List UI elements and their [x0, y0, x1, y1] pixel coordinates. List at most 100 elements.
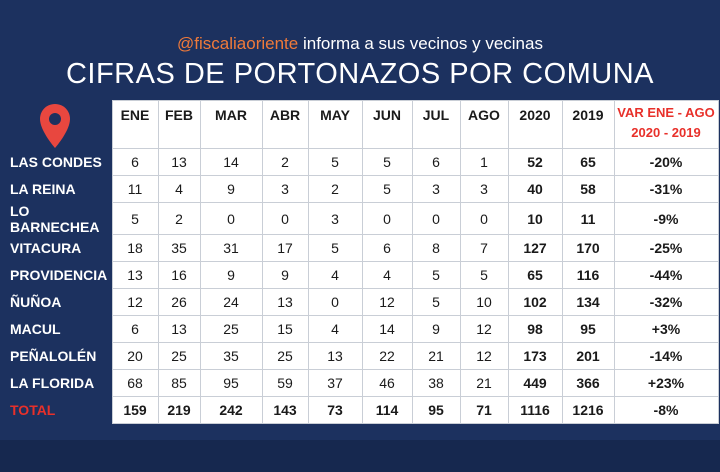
cell: 2	[261, 148, 309, 176]
row: LA FLORIDA 68 85 95 59 37 46 38 21 449 366 +23%	[6, 369, 719, 397]
cell: 95	[411, 396, 461, 424]
row-label: LO BARNECHEA	[10, 202, 100, 235]
row-label: ÑUÑOA	[10, 294, 62, 310]
cell: 3	[459, 175, 509, 203]
cell: 25	[157, 342, 201, 370]
cell: 7	[459, 234, 509, 262]
row: ÑUÑOA 12 26 24 13 0 12 5 10 102 134 -32%	[6, 288, 719, 316]
handle-line: @fiscaliaoriente informa a sus vecinos y…	[0, 34, 720, 54]
cell: +3%	[613, 315, 719, 343]
cell: 26	[157, 288, 201, 316]
cell: 10	[459, 288, 509, 316]
column-header: 2020	[507, 100, 563, 149]
cell: -8%	[613, 396, 719, 424]
cell: 114	[361, 396, 413, 424]
cell: 5	[411, 261, 461, 289]
row-label: VITACURA	[10, 240, 82, 256]
cell: 58	[561, 175, 615, 203]
cell: 14	[361, 315, 413, 343]
cell: 46	[361, 369, 413, 397]
cell: 12	[459, 315, 509, 343]
cell: 13	[157, 148, 201, 176]
cell: 2	[307, 175, 363, 203]
cell: 95	[199, 369, 263, 397]
column-header: ENE	[111, 100, 159, 149]
cell: 143	[261, 396, 309, 424]
cell: 21	[411, 342, 461, 370]
cell: -14%	[613, 342, 719, 370]
cell: 0	[261, 202, 309, 235]
cell: 98	[507, 315, 563, 343]
cell: 102	[507, 288, 563, 316]
row: LAS CONDES 6 13 14 2 5 5 6 1 52 65 -20%	[6, 148, 719, 176]
cell: 13	[307, 342, 363, 370]
subtitle: informa a sus vecinos y vecinas	[302, 34, 543, 53]
cell: 201	[561, 342, 615, 370]
column-header: ABR	[261, 100, 309, 149]
cell: 449	[507, 369, 563, 397]
cell: 11	[111, 175, 159, 203]
cell: 242	[199, 396, 263, 424]
column-header-line: VAR ENE - AGO	[617, 105, 715, 120]
row-label: LA REINA	[10, 181, 76, 197]
row-label: PEÑALOLÉN	[10, 348, 97, 364]
corner	[6, 101, 112, 149]
header-row: ENE FEB MAR ABR MAY JUN JUL AGO 2020 2019 VAR ENE …	[6, 100, 719, 149]
cell: 18	[111, 234, 159, 262]
cell: 65	[507, 261, 563, 289]
cell: 0	[459, 202, 509, 235]
cell: 1116	[507, 396, 563, 424]
cell: 9	[261, 261, 309, 289]
cell: 52	[507, 148, 563, 176]
row-label: PROVIDENCIA	[10, 267, 108, 283]
cell: 4	[361, 261, 413, 289]
cell: 5	[361, 148, 413, 176]
cell: 35	[199, 342, 263, 370]
column-header: AGO	[459, 100, 509, 149]
cell: -32%	[613, 288, 719, 316]
cell: 1	[459, 148, 509, 176]
row: VITACURA 18 35 31 17 5 6 8 7 127 170 -25%	[6, 234, 719, 262]
cell: 173	[507, 342, 563, 370]
cell: 35	[157, 234, 201, 262]
cell: 95	[561, 315, 615, 343]
cell: 59	[261, 369, 309, 397]
cell: 3	[411, 175, 461, 203]
cell: 159	[111, 396, 159, 424]
cell: 3	[307, 202, 363, 235]
cell: 37	[307, 369, 363, 397]
cell: 16	[157, 261, 201, 289]
cell: 127	[507, 234, 563, 262]
cell: 38	[411, 369, 461, 397]
row-label: MACUL	[10, 321, 61, 337]
row-label: LAS CONDES	[10, 154, 102, 170]
cell: 14	[199, 148, 263, 176]
cell: -31%	[613, 175, 719, 203]
column-header: FEB	[157, 100, 201, 149]
cell: -25%	[613, 234, 719, 262]
row: PROVIDENCIA 13 16 9 9 4 4 5 5 65 116 -44%	[6, 261, 719, 289]
cell: 13	[157, 315, 201, 343]
cell: 5	[307, 148, 363, 176]
row: PEÑALOLÉN 20 25 35 25 13 22 21 12 173 201 -14%	[6, 342, 719, 370]
row: MACUL 6 13 25 15 4 14 9 12 98 95 +3%	[6, 315, 719, 343]
cell: 5	[111, 202, 159, 235]
cell: 40	[507, 175, 563, 203]
pin-icon	[40, 104, 70, 148]
cell: 0	[199, 202, 263, 235]
cell: 12	[361, 288, 413, 316]
cell: -44%	[613, 261, 719, 289]
row-label: TOTAL	[10, 402, 56, 418]
cell: +23%	[613, 369, 719, 397]
column-header: 2019	[561, 100, 615, 149]
column-header: JUL	[411, 100, 461, 149]
handle: @fiscaliaoriente	[177, 34, 299, 53]
cell: 22	[361, 342, 413, 370]
cell: 170	[561, 234, 615, 262]
cell: 0	[411, 202, 461, 235]
row-label: LA FLORIDA	[10, 375, 95, 391]
cell: 5	[459, 261, 509, 289]
cell: 73	[307, 396, 363, 424]
cell: 15	[261, 315, 309, 343]
cell: -9%	[613, 202, 719, 235]
